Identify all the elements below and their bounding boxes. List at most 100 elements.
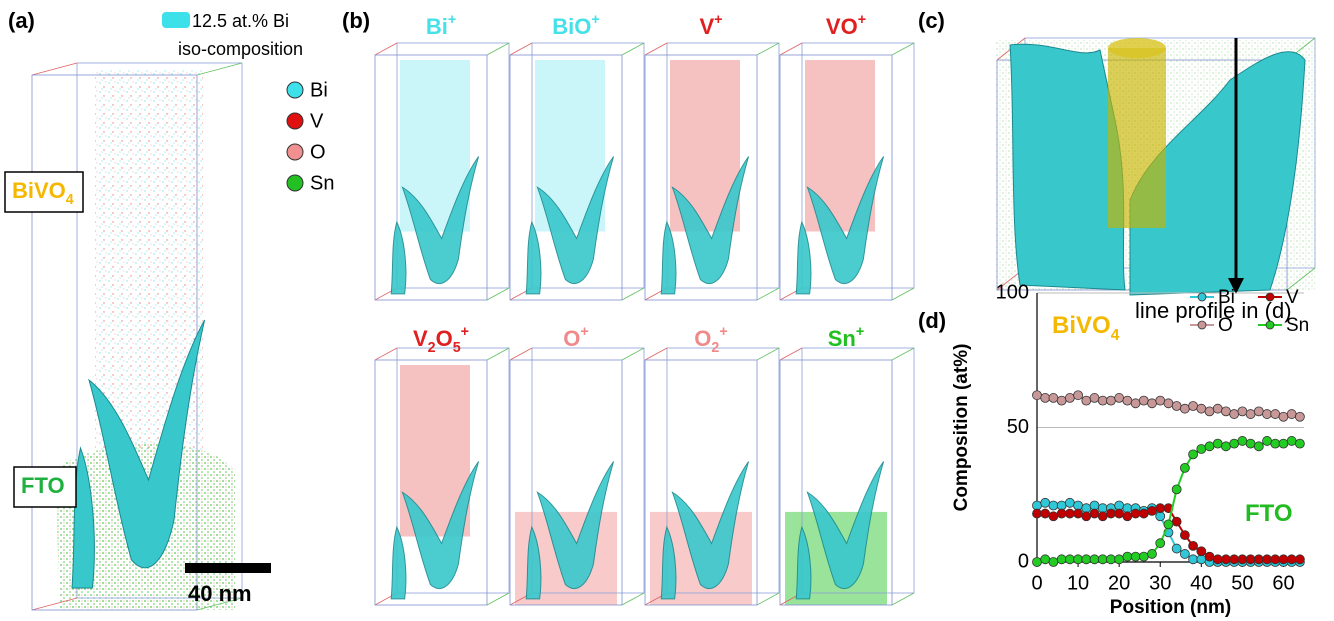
box-edge xyxy=(621,347,645,361)
data-point xyxy=(1032,390,1042,401)
iso-surface xyxy=(525,156,615,295)
legend-marker xyxy=(1265,292,1275,302)
data-point xyxy=(1179,403,1190,414)
box-front xyxy=(779,54,893,301)
box-edge xyxy=(374,347,398,361)
panel-label: (a) xyxy=(8,8,35,33)
x-axis-title: Position (nm) xyxy=(1110,597,1231,618)
box-back xyxy=(666,42,780,289)
legend-label: Sn xyxy=(1286,315,1309,336)
ion-label: V+ xyxy=(699,12,722,39)
text-part: 2 xyxy=(711,340,719,356)
data-point xyxy=(1294,411,1305,422)
data-point xyxy=(1245,438,1256,449)
box-edge xyxy=(31,597,78,611)
text-part: 2 xyxy=(428,340,436,356)
iso-surface xyxy=(795,461,885,600)
text-part: 4 xyxy=(1111,327,1120,344)
box-edge xyxy=(509,347,533,361)
data-point xyxy=(1229,438,1240,449)
data-point xyxy=(1106,554,1116,565)
box-front xyxy=(374,359,488,606)
data-point xyxy=(1270,554,1281,565)
data-point xyxy=(1171,543,1182,554)
data-point xyxy=(1064,508,1075,519)
data-point xyxy=(1171,484,1182,495)
box-front xyxy=(374,54,488,301)
box-edge xyxy=(621,287,645,301)
data-point xyxy=(1089,508,1100,519)
data-point xyxy=(1032,508,1042,519)
chart-annotation: BiVO4 xyxy=(1052,312,1120,343)
text-part: + xyxy=(858,12,866,28)
iso-surface xyxy=(525,461,615,600)
text-part: V xyxy=(413,326,428,351)
data-point xyxy=(1073,390,1083,401)
data-point xyxy=(1188,540,1198,551)
x-tick-label: 30 xyxy=(1149,572,1171,594)
data-point xyxy=(1040,497,1051,508)
text-part: Bi xyxy=(426,14,448,39)
box-back xyxy=(531,347,645,594)
data-point xyxy=(1196,444,1207,454)
data-point xyxy=(1171,401,1182,411)
box-front xyxy=(509,54,623,301)
box-edge xyxy=(486,592,510,606)
data-point xyxy=(1270,409,1281,419)
data-point xyxy=(1114,554,1125,565)
data-point xyxy=(1081,503,1092,514)
box-edge xyxy=(779,347,803,361)
ion-label: VO+ xyxy=(826,12,866,39)
data-point xyxy=(1179,530,1190,540)
data-point xyxy=(1089,554,1100,565)
scale-bar xyxy=(185,563,271,573)
data-point xyxy=(1229,409,1240,419)
iso-surface xyxy=(660,156,750,295)
box-back xyxy=(76,62,243,599)
box-edge xyxy=(891,287,915,301)
data-point xyxy=(1081,395,1092,406)
text-part: + xyxy=(580,324,588,340)
x-tick-label: 20 xyxy=(1108,572,1130,594)
y-tick-label: 0 xyxy=(1018,550,1029,572)
data-point xyxy=(1196,403,1207,414)
box-front xyxy=(644,54,758,301)
data-point xyxy=(1032,500,1042,511)
data-point xyxy=(1237,406,1248,417)
data-point xyxy=(1147,549,1157,559)
y-axis-title: Composition (at%) xyxy=(951,344,972,512)
text-part: V xyxy=(699,14,714,39)
data-point xyxy=(1097,554,1108,565)
scale-bar-label: 40 nm xyxy=(188,581,252,606)
ion-label: O+ xyxy=(563,324,588,351)
data-point xyxy=(1278,438,1289,449)
data-point xyxy=(1081,554,1092,565)
data-point xyxy=(1171,516,1182,527)
data-point xyxy=(1097,511,1108,522)
box-edge xyxy=(644,347,668,361)
cylinder-top xyxy=(1108,38,1166,58)
iso-surface xyxy=(660,461,750,600)
panel-label: (c) xyxy=(918,8,945,33)
data-point xyxy=(1286,436,1297,446)
text-part: + xyxy=(719,324,727,340)
data-point xyxy=(1056,500,1067,511)
data-point xyxy=(1179,549,1190,559)
x-tick-label: 40 xyxy=(1190,572,1212,594)
data-point xyxy=(1097,395,1108,406)
data-point xyxy=(1270,438,1281,449)
data-point xyxy=(1229,554,1240,565)
box-edge xyxy=(756,42,780,56)
box-edge xyxy=(486,42,510,56)
iso-surface xyxy=(795,156,885,295)
data-point xyxy=(1221,554,1231,565)
data-point xyxy=(1262,554,1272,565)
data-point xyxy=(1221,406,1231,417)
data-point xyxy=(1262,436,1272,446)
legend-marker xyxy=(1197,320,1207,330)
data-point xyxy=(1056,508,1067,519)
legend-label: Bi xyxy=(310,79,328,101)
legend-marker xyxy=(286,112,304,130)
